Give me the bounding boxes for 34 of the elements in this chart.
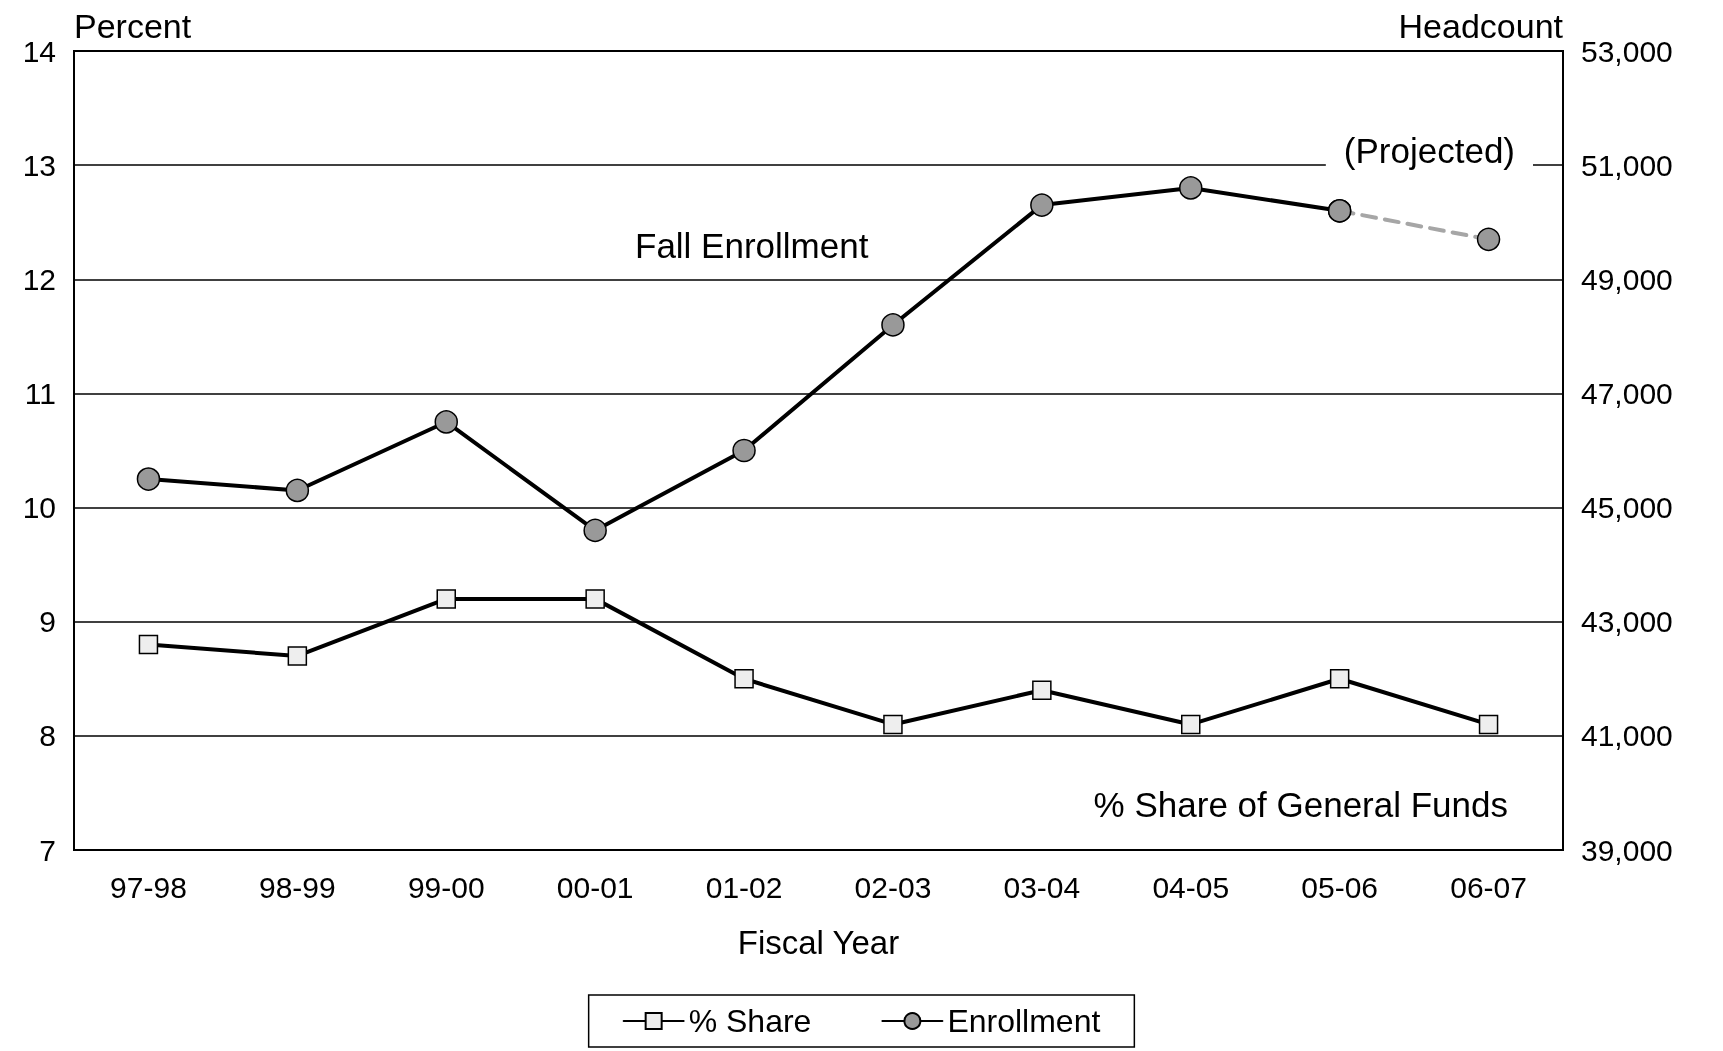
x-tick-label: 03-04 (1003, 870, 1081, 904)
y-tick-label: 13 (22, 148, 56, 182)
y2-tick-label: 43,000 (1581, 605, 1673, 639)
x-tick-label: 05-06 (1301, 870, 1379, 904)
x-tick-label: 06-07 (1450, 870, 1527, 904)
y-axis-title: Percent (74, 7, 192, 45)
y2-tick-label: 49,000 (1581, 262, 1673, 296)
legend-label: Enrollment (947, 1003, 1101, 1039)
y2-tick-label: 45,000 (1581, 491, 1673, 525)
y-tick-label: 7 (39, 833, 56, 867)
annotation: (Projected) (1343, 131, 1515, 170)
x-tick-label: 01-02 (705, 870, 783, 904)
y-tick-label: 10 (22, 491, 56, 525)
x-tick-label: 00-01 (556, 870, 634, 904)
annotation: % Share of General Funds (1093, 785, 1509, 824)
x-tick-label: 02-03 (854, 870, 932, 904)
y2-tick-label: 51,000 (1581, 148, 1673, 182)
x-tick-label: 97-98 (110, 870, 187, 904)
x-tick-label: 98-99 (258, 870, 336, 904)
legend-label: % Share (688, 1003, 812, 1039)
y-tick-label: 8 (39, 719, 56, 753)
y-tick-label: 12 (22, 262, 56, 296)
x-tick-label: 99-00 (407, 870, 485, 904)
y2-tick-label: 47,000 (1581, 376, 1673, 410)
annotation: Fall Enrollment (635, 226, 869, 265)
y2-tick-label: 53,000 (1581, 34, 1673, 68)
y-tick-label: 14 (22, 34, 56, 68)
y2-tick-label: 39,000 (1581, 833, 1673, 867)
x-tick-label: 04-05 (1152, 870, 1230, 904)
y-tick-label: 11 (24, 376, 56, 410)
y2-tick-label: 41,000 (1581, 719, 1673, 753)
x-axis-title: Fiscal Year (737, 924, 900, 961)
y-tick-label: 9 (39, 605, 56, 639)
y2-axis-title: Headcount (1398, 7, 1564, 45)
